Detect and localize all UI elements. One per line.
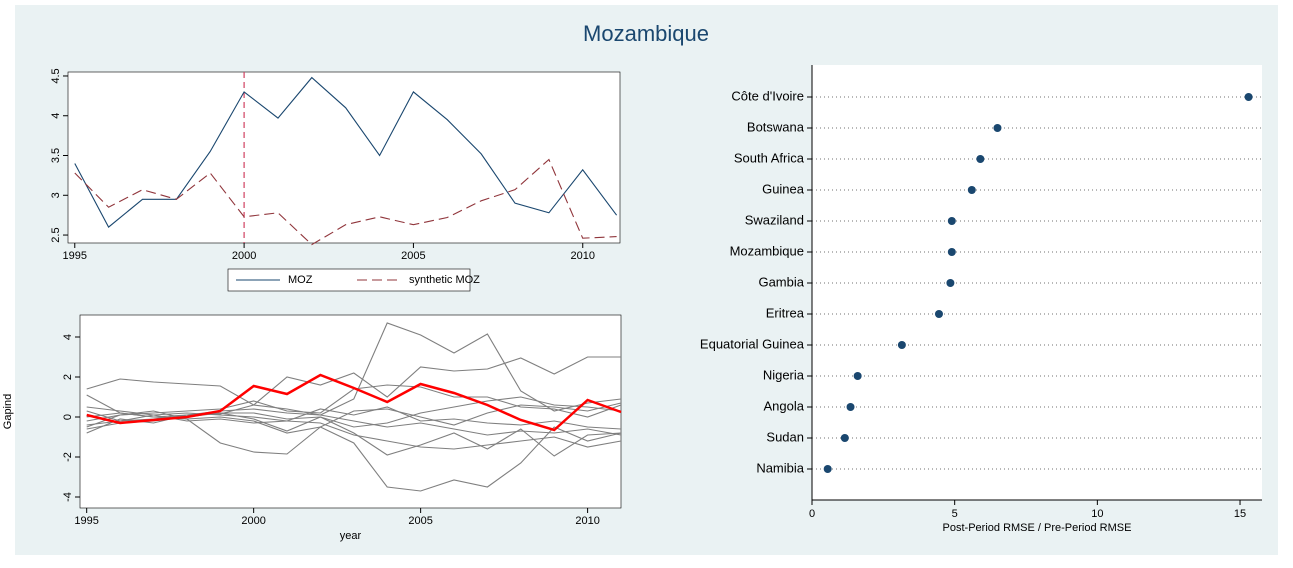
x-axis-label: year: [340, 530, 362, 542]
category-label: Côte d'Ivoire: [731, 88, 804, 103]
x-tick-label: 2005: [408, 515, 432, 527]
y-tick-label: 3: [50, 192, 62, 198]
x-tick-label: 2000: [241, 515, 265, 527]
dot: [934, 310, 943, 318]
x-tick-label: 2010: [575, 515, 599, 527]
plot-area: [67, 71, 621, 244]
legend-label: synthetic MOZ: [409, 274, 480, 286]
dot: [967, 186, 976, 194]
category-label: Eritrea: [766, 305, 805, 320]
plot-area: [79, 314, 622, 509]
category-label: Gambia: [758, 274, 804, 289]
x-tick-label: 0: [809, 508, 815, 520]
plot-area: [812, 65, 1262, 500]
x-tick-label: 2010: [571, 250, 595, 262]
y-tick-label: -2: [62, 452, 74, 462]
y-tick-label: 2: [62, 374, 74, 380]
x-tick-label: 1995: [74, 515, 98, 527]
series-line: [86, 410, 622, 450]
x-tick-label: 15: [1234, 508, 1246, 520]
dot: [823, 465, 832, 473]
y-axis-label: Gapind: [2, 394, 14, 429]
category-label: South Africa: [734, 150, 805, 165]
figure-title: Mozambique: [583, 21, 709, 46]
dot: [846, 403, 855, 411]
legend-label: MOZ: [288, 274, 313, 286]
x-tick-label: 5: [952, 508, 958, 520]
dot: [897, 341, 906, 349]
series-line: [74, 76, 618, 228]
category-label: Equatorial Guinea: [700, 336, 805, 351]
dot: [976, 155, 985, 163]
dot: [947, 217, 956, 225]
y-tick-label: 2.5: [50, 227, 62, 242]
category-label: Angola: [764, 398, 805, 413]
category-label: Namibia: [756, 460, 804, 475]
category-label: Swaziland: [745, 212, 804, 227]
x-axis-label: Post-Period RMSE / Pre-Period RMSE: [943, 522, 1132, 534]
dot: [947, 248, 956, 256]
series-line: [86, 322, 622, 416]
series-line: [86, 373, 622, 432]
y-tick-label: 4.5: [50, 68, 62, 83]
y-tick-label: 4: [50, 113, 62, 119]
dot: [840, 434, 849, 442]
legend: [227, 268, 471, 292]
series-line: [86, 408, 622, 436]
dot: [853, 372, 862, 380]
dot: [993, 124, 1002, 132]
x-tick-label: 1995: [63, 250, 87, 262]
x-tick-label: 10: [1091, 508, 1103, 520]
category-label: Sudan: [766, 429, 804, 444]
category-label: Nigeria: [763, 367, 805, 382]
dot: [946, 279, 955, 287]
y-tick-label: 0: [62, 414, 74, 420]
x-tick-label: 2000: [232, 250, 256, 262]
y-tick-label: 4: [62, 334, 74, 340]
category-label: Mozambique: [730, 243, 804, 258]
category-label: Botswana: [747, 119, 805, 134]
x-tick-label: 2005: [401, 250, 425, 262]
y-tick-label: 3.5: [50, 148, 62, 163]
dot: [1244, 93, 1253, 101]
series-line: [86, 356, 621, 418]
series-line: [74, 158, 617, 246]
category-label: Guinea: [762, 181, 805, 196]
y-tick-label: -4: [62, 492, 74, 502]
